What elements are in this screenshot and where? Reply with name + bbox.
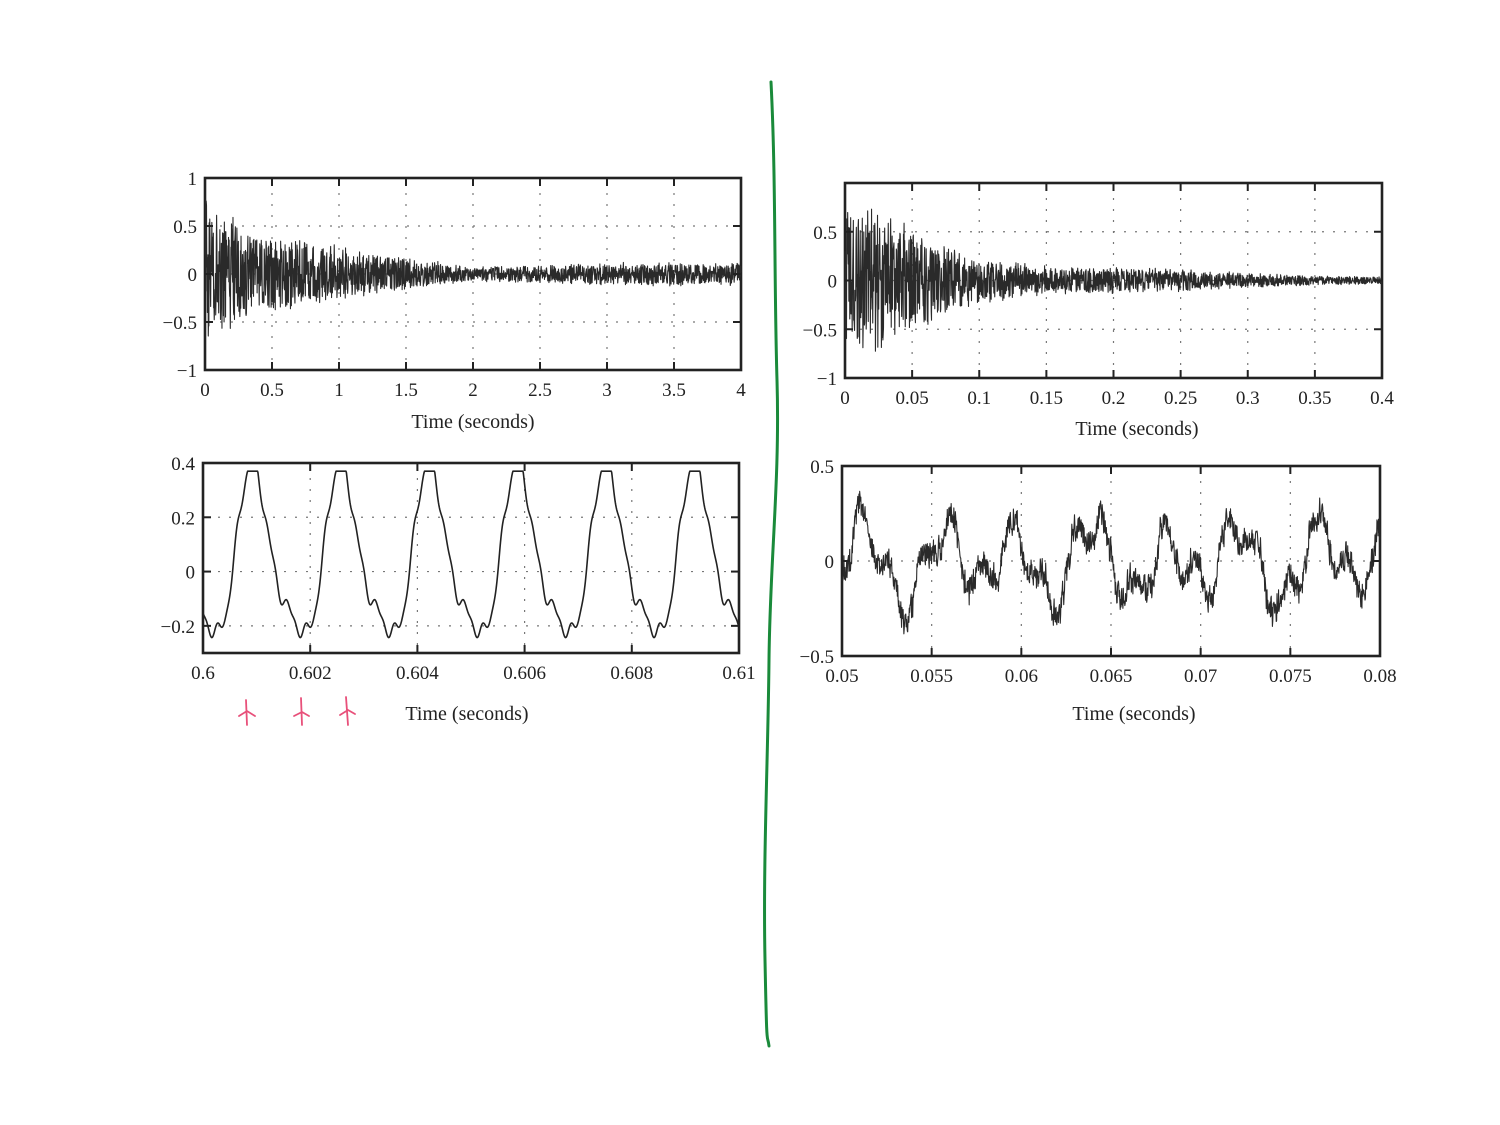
y-tick-label: −1 xyxy=(177,361,197,382)
x-tick-label: 2 xyxy=(468,380,478,401)
waveform-series xyxy=(204,199,742,337)
y-tick-label: 0 xyxy=(825,552,835,573)
x-tick-label: 0.055 xyxy=(910,666,953,687)
chart-right-bottom: 0.05 0.055 0.06 0.065 0.07 0.075 0.08 0.5 0 −0.5… xyxy=(800,457,1397,725)
x-tick-label: 0.08 xyxy=(1363,666,1396,687)
chart-left-bottom: 0.6 0.602 0.604 0.606 0.608 0.61 0.40.20−0.2 … xyxy=(161,454,756,725)
chart-left-top: 0 0.5 1 1.5 2 2.5 3 3.5 4 1 0.5 0 −0.5 −1 Time (seco… xyxy=(163,169,747,433)
x-tick-label: 0 xyxy=(200,380,210,401)
x-tick-label: 3.5 xyxy=(662,380,686,401)
x-tick-label: 0 xyxy=(840,388,850,409)
x-tick-label: 0.608 xyxy=(610,663,653,684)
x-tick-label: 0.15 xyxy=(1030,388,1063,409)
y-tick-label: 0.4 xyxy=(171,454,195,475)
y-tick-labels: 0.4 0.2 0 −0.2 xyxy=(161,454,196,638)
x-tick-label: 0.1 xyxy=(967,388,991,409)
x-tick-label: 0.25 xyxy=(1164,388,1197,409)
y-tick-label: 0.2 xyxy=(171,508,195,529)
x-tick-label: 0.61 xyxy=(722,663,755,684)
hand-drawn-arrow-marks xyxy=(238,696,356,726)
plot-frame xyxy=(201,461,741,655)
x-tick-labels: 0.6 0.602 0.604 0.606 0.608 0.61 xyxy=(191,663,756,684)
x-tick-label: 0.06 xyxy=(1005,666,1038,687)
y-tick-label: 0.5 xyxy=(813,223,837,244)
y-tick-label: −0.5 xyxy=(163,313,197,334)
x-tick-label: 0.065 xyxy=(1090,666,1133,687)
hand-drawn-divider-line xyxy=(763,80,780,1048)
x-axis-label: Time (seconds) xyxy=(1072,703,1195,725)
x-tick-label: 0.602 xyxy=(289,663,332,684)
chart-right-top: 0 0.05 0.1 0.15 0.2 0.25 0.3 0.35 0.4 0.5 0 −0.5 −1… xyxy=(803,181,1394,440)
down-arrow-mark xyxy=(293,697,310,726)
x-tick-label: 2.5 xyxy=(528,380,552,401)
ticks xyxy=(204,177,742,371)
x-tick-label: 1 xyxy=(334,380,344,401)
x-tick-label: 0.3 xyxy=(1236,388,1260,409)
gridlines xyxy=(207,467,735,649)
x-tick-labels: 0 0.5 1 1.5 2 2.5 3 3.5 4 xyxy=(200,380,746,401)
x-axis-label: Time (seconds) xyxy=(405,703,528,725)
y-tick-labels: 1 0.5 0 −0.5 −1 xyxy=(163,169,197,382)
x-tick-label: 0.604 xyxy=(396,663,439,684)
y-tick-label: 0.5 xyxy=(173,217,197,238)
x-tick-label: 0.35 xyxy=(1298,388,1331,409)
x-axis-label: Time (seconds) xyxy=(1075,418,1198,440)
waveform-series xyxy=(202,470,740,639)
y-tick-label: −0.2 xyxy=(161,617,195,638)
waveform-series xyxy=(841,490,1381,635)
y-tick-label: 0 xyxy=(188,265,198,286)
ticks xyxy=(844,183,1383,379)
x-tick-label: 0.606 xyxy=(503,663,546,684)
waveform-series xyxy=(844,208,1383,352)
y-tick-label: −0.5 xyxy=(800,647,834,668)
down-arrow-mark xyxy=(238,699,256,726)
x-tick-label: 0.05 xyxy=(825,666,858,687)
x-tick-label: 3 xyxy=(602,380,612,401)
x-tick-label: 1.5 xyxy=(394,380,418,401)
x-tick-label: 0.2 xyxy=(1102,388,1126,409)
y-tick-label: 0.5 xyxy=(810,457,834,478)
ticks xyxy=(841,465,1381,657)
y-tick-label: −1 xyxy=(817,369,837,390)
y-tick-label: 0 xyxy=(186,563,196,584)
ticks xyxy=(202,462,740,653)
y-tick-label: 0 xyxy=(828,272,838,293)
x-tick-label: 0.05 xyxy=(896,388,929,409)
y-tick-labels: 0.5 0 −0.5 xyxy=(800,457,834,668)
down-arrow-mark xyxy=(339,696,356,726)
y-tick-labels: 0.5 0 −0.5 −1 xyxy=(803,223,837,390)
x-tick-label: 0.07 xyxy=(1184,666,1217,687)
x-tick-labels: 0 0.05 0.1 0.15 0.2 0.25 0.3 0.35 0.4 xyxy=(840,388,1394,409)
x-tick-labels: 0.05 0.055 0.06 0.065 0.07 0.075 0.08 xyxy=(825,666,1396,687)
y-tick-label: −0.5 xyxy=(803,320,837,341)
x-tick-label: 0.4 xyxy=(1370,388,1394,409)
y-tick-label: 1 xyxy=(188,169,198,190)
x-tick-label: 0.075 xyxy=(1269,666,1312,687)
x-tick-label: 0.6 xyxy=(191,663,215,684)
x-tick-label: 4 xyxy=(736,380,746,401)
x-axis-label: Time (seconds) xyxy=(411,411,534,433)
x-tick-label: 0.5 xyxy=(260,380,284,401)
